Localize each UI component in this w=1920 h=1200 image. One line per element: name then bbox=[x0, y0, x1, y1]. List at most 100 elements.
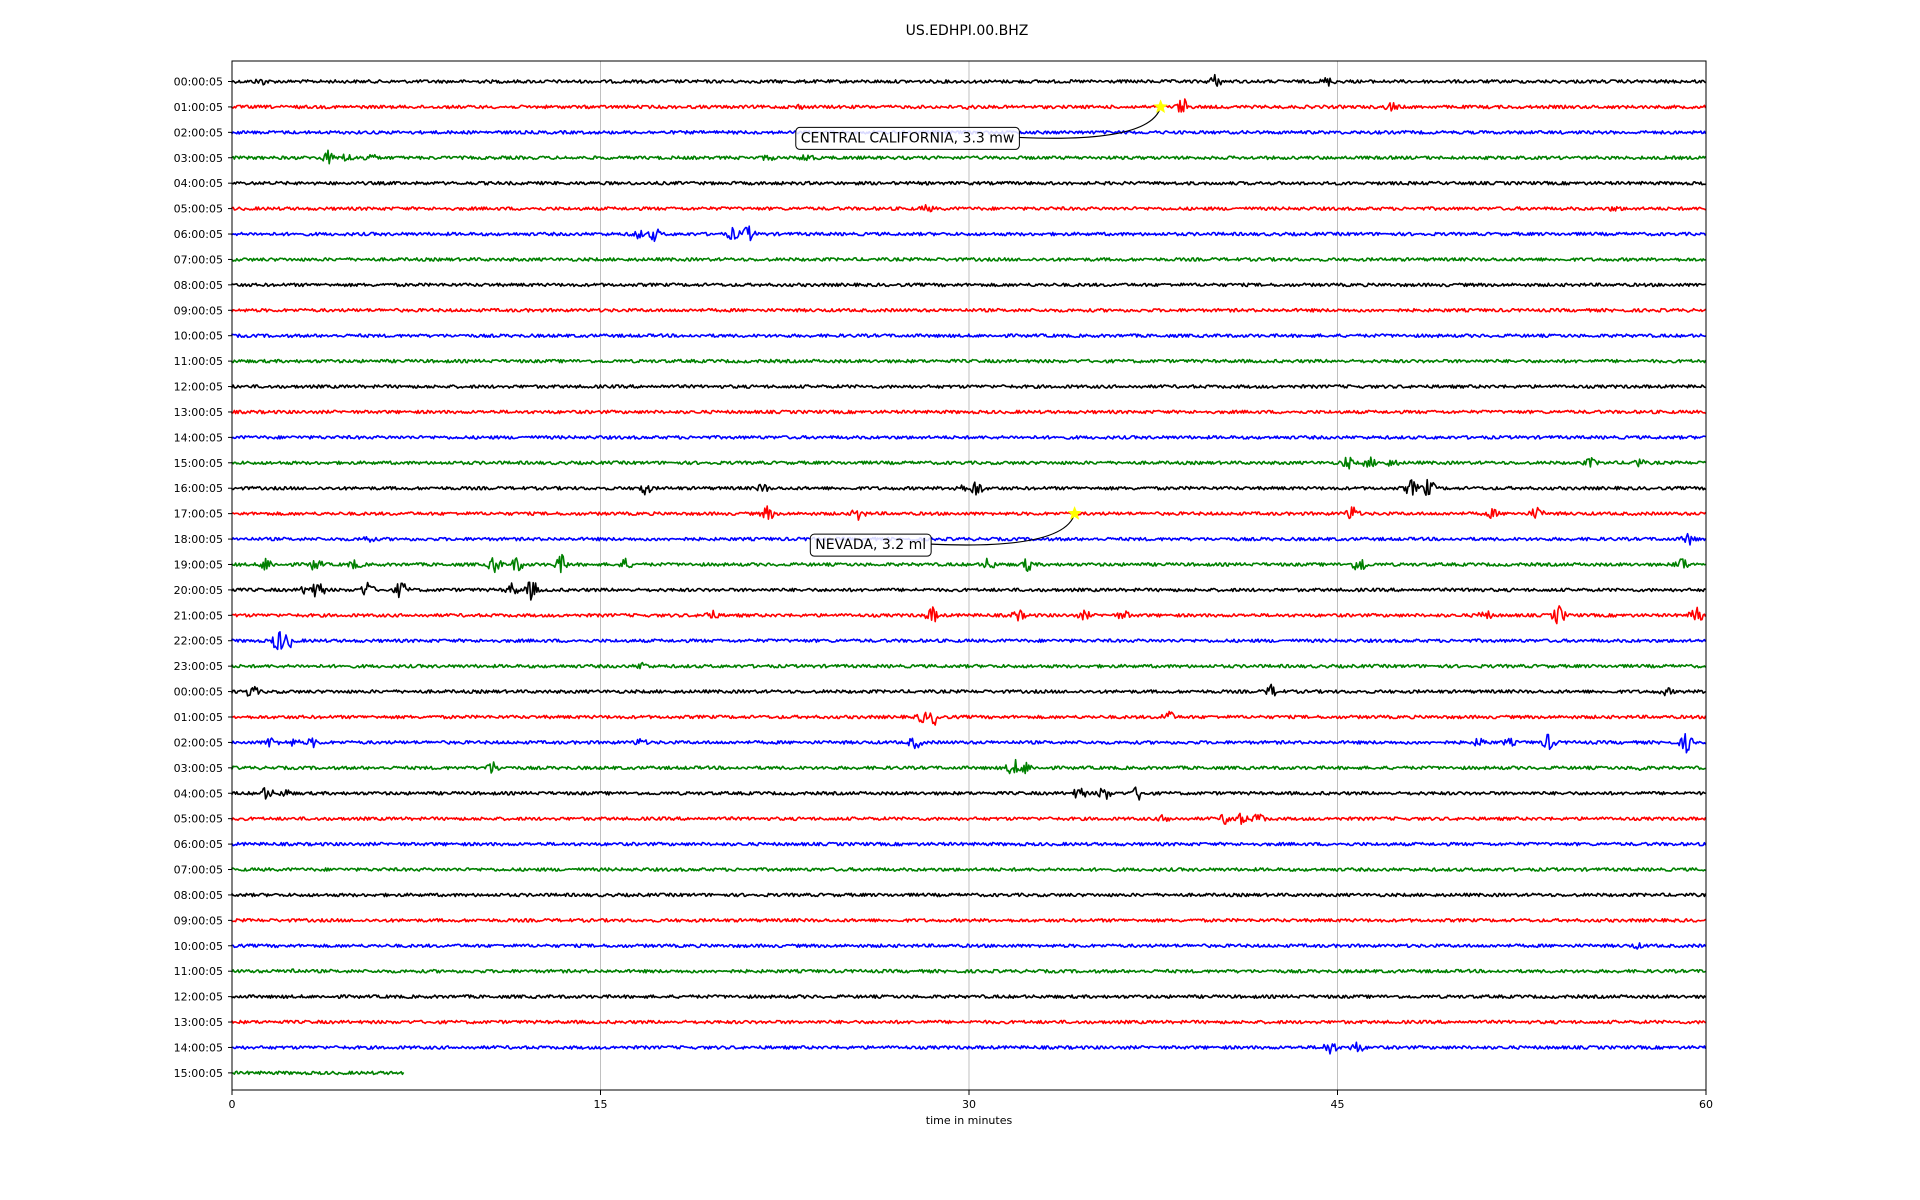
y-tick-label: 02:00:05 bbox=[174, 126, 223, 139]
chart-title: US.EDHPI.00.BHZ bbox=[906, 23, 1029, 39]
trace-line bbox=[231, 505, 1707, 521]
event-annotations: CENTRAL CALIFORNIA, 3.3 mw NEVADA, 3.2 ml bbox=[795, 99, 1168, 557]
y-tick-label: 20:00:05 bbox=[174, 584, 223, 597]
y-tick-label: 22:00:05 bbox=[174, 635, 223, 648]
x-tick-label: 45 bbox=[1331, 1098, 1345, 1111]
y-tick-label: 04:00:05 bbox=[174, 177, 223, 190]
event-star-icon bbox=[1067, 505, 1082, 520]
trace-line bbox=[231, 661, 1707, 670]
trace-line bbox=[231, 257, 1706, 262]
y-tick-label: 01:00:05 bbox=[174, 711, 223, 724]
y-tick-label: 03:00:05 bbox=[174, 762, 223, 775]
y-tick-label: 05:00:05 bbox=[174, 203, 223, 216]
y-tick-label: 06:00:05 bbox=[174, 838, 223, 851]
y-tick-label: 15:00:05 bbox=[174, 457, 223, 470]
event-label-box bbox=[795, 126, 1020, 150]
y-tick-label: 04:00:05 bbox=[174, 787, 223, 800]
y-tick-label: 03:00:05 bbox=[174, 152, 223, 165]
y-tick-label: 18:00:05 bbox=[174, 533, 223, 546]
trace-line bbox=[231, 581, 1706, 601]
trace-line bbox=[231, 733, 1707, 754]
y-tick-label: 17:00:05 bbox=[174, 508, 223, 521]
trace-line bbox=[231, 786, 1706, 801]
event-label-box bbox=[809, 533, 932, 557]
trace-line bbox=[231, 918, 1707, 923]
seismic-traces bbox=[231, 73, 1707, 1076]
trace-line bbox=[231, 409, 1707, 415]
event-connector bbox=[931, 513, 1076, 546]
x-tick-label: 15 bbox=[594, 1098, 608, 1111]
trace-line bbox=[231, 710, 1707, 726]
trace-line bbox=[231, 553, 1706, 574]
grid-lines bbox=[600, 61, 1338, 1090]
y-tick-label: 12:00:05 bbox=[174, 991, 223, 1004]
y-tick-label: 13:00:05 bbox=[174, 406, 223, 419]
y-tick-label: 13:00:05 bbox=[174, 1016, 223, 1029]
trace-line bbox=[231, 149, 1707, 165]
x-axis: 0 15 30 45 60 bbox=[229, 1090, 1713, 1111]
y-tick-label: 08:00:05 bbox=[174, 279, 223, 292]
x-axis-label: time in minutes bbox=[926, 1114, 1013, 1127]
trace-line bbox=[231, 435, 1706, 440]
y-tick-label: 05:00:05 bbox=[174, 813, 223, 826]
event-star-icon bbox=[1153, 99, 1168, 114]
x-tick-label: 0 bbox=[229, 1098, 236, 1111]
trace-line bbox=[231, 841, 1707, 847]
trace-line bbox=[231, 456, 1707, 470]
y-tick-label: 12:00:05 bbox=[174, 381, 223, 394]
trace-line bbox=[231, 892, 1707, 898]
trace-line bbox=[231, 384, 1706, 389]
trace-line bbox=[231, 1041, 1707, 1055]
y-tick-label: 00:00:05 bbox=[174, 76, 223, 89]
trace-line bbox=[231, 1019, 1707, 1025]
y-tick-label: 10:00:05 bbox=[174, 940, 223, 953]
y-tick-label: 14:00:05 bbox=[174, 1041, 223, 1054]
trace-line bbox=[231, 758, 1706, 775]
y-tick-label: 15:00:05 bbox=[174, 1067, 223, 1080]
event-connector bbox=[1019, 106, 1162, 139]
trace-line bbox=[231, 225, 1707, 243]
trace-line bbox=[231, 1070, 405, 1076]
y-tick-label: 08:00:05 bbox=[174, 889, 223, 902]
trace-line bbox=[231, 683, 1707, 697]
y-tick-label: 07:00:05 bbox=[174, 253, 223, 266]
x-tick-label: 30 bbox=[962, 1098, 976, 1111]
y-tick-label: 21:00:05 bbox=[174, 609, 223, 622]
trace-line bbox=[231, 180, 1706, 186]
trace-line bbox=[231, 605, 1707, 625]
y-tick-label: 11:00:05 bbox=[174, 965, 223, 978]
y-tick-label: 16:00:05 bbox=[174, 482, 223, 495]
x-tick-label: 60 bbox=[1699, 1098, 1713, 1111]
trace-line bbox=[231, 358, 1707, 364]
y-tick-label: 01:00:05 bbox=[174, 101, 223, 114]
y-tick-labels: 00:00:05 01:00:05 02:00:05 03:00:05 04:00:05… bbox=[174, 76, 232, 1080]
y-tick-label: 00:00:05 bbox=[174, 686, 223, 699]
y-tick-label: 23:00:05 bbox=[174, 660, 223, 673]
y-tick-label: 02:00:05 bbox=[174, 736, 223, 749]
y-tick-label: 07:00:05 bbox=[174, 864, 223, 877]
event-annotation: CENTRAL CALIFORNIA, 3.3 mw bbox=[795, 99, 1168, 150]
trace-line bbox=[231, 204, 1707, 213]
trace-line bbox=[231, 282, 1706, 288]
y-tick-label: 10:00:05 bbox=[174, 330, 223, 343]
event-label: NEVADA, 3.2 ml bbox=[815, 537, 926, 553]
y-tick-label: 19:00:05 bbox=[174, 558, 223, 571]
trace-line bbox=[231, 478, 1707, 496]
trace-line bbox=[231, 631, 1707, 651]
trace-line bbox=[231, 532, 1707, 546]
y-tick-label: 06:00:05 bbox=[174, 228, 223, 241]
trace-line bbox=[231, 994, 1707, 999]
trace-line bbox=[231, 307, 1707, 313]
trace-line bbox=[231, 867, 1707, 872]
event-annotation: NEVADA, 3.2 ml bbox=[809, 505, 1082, 557]
trace-line bbox=[231, 333, 1706, 339]
trace-line bbox=[231, 812, 1707, 825]
trace-line bbox=[231, 942, 1707, 950]
trace-line bbox=[231, 968, 1706, 974]
trace-line bbox=[231, 73, 1707, 87]
trace-line bbox=[231, 98, 1707, 113]
event-label: CENTRAL CALIFORNIA, 3.3 mw bbox=[801, 130, 1015, 146]
y-tick-label: 14:00:05 bbox=[174, 431, 223, 444]
y-tick-label: 09:00:05 bbox=[174, 914, 223, 927]
